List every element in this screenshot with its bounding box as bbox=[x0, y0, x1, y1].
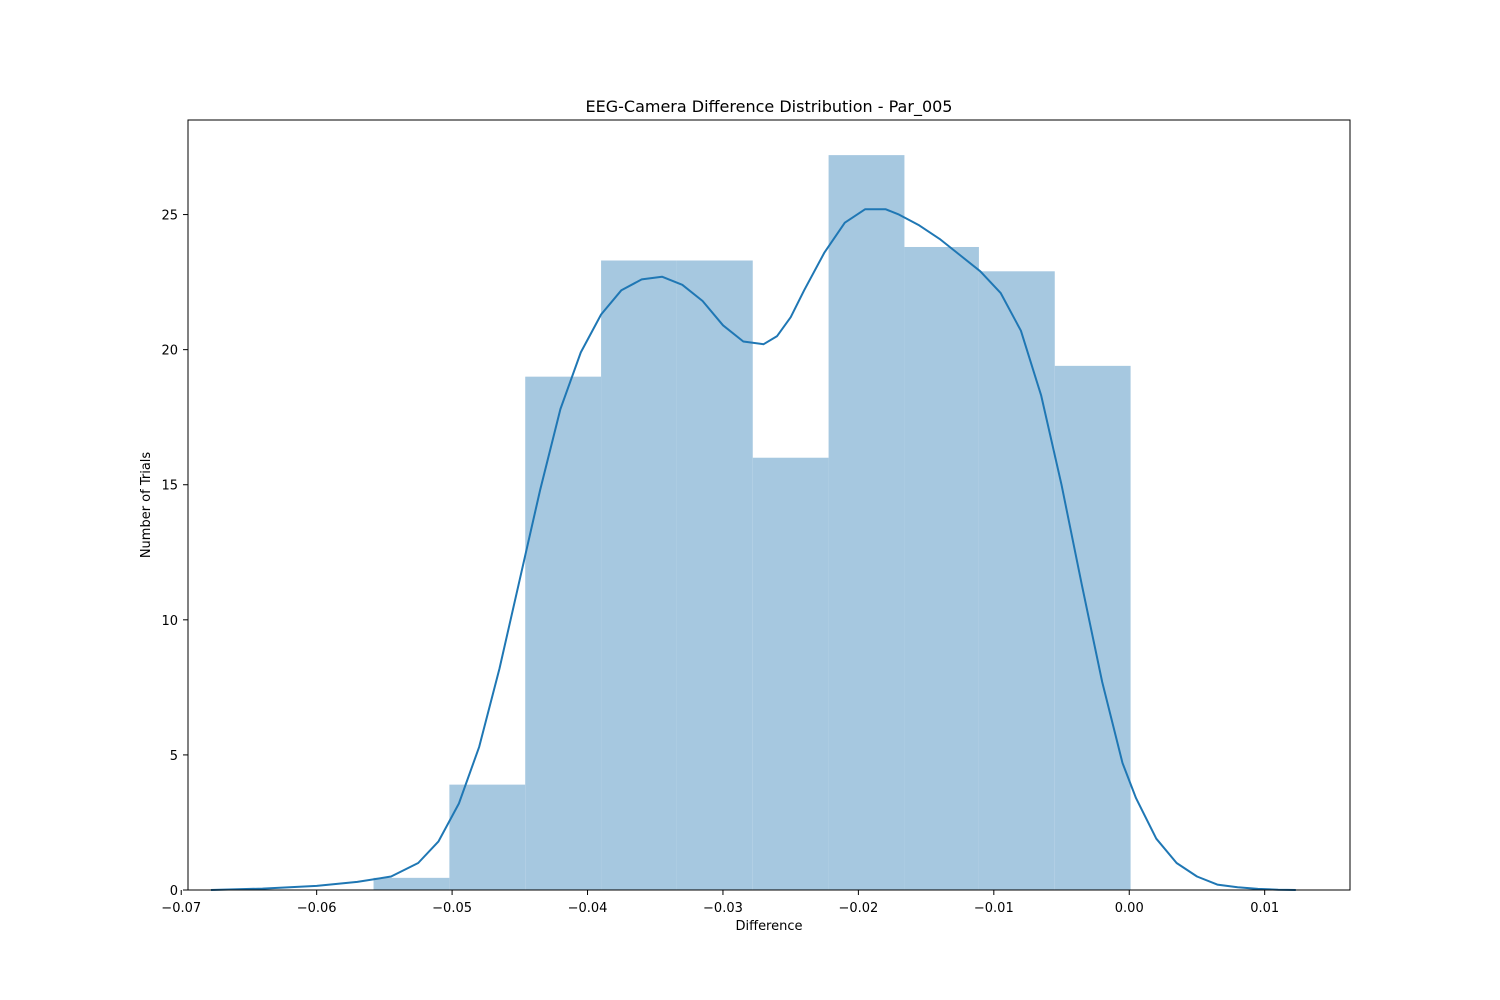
x-tick-label: −0.03 bbox=[703, 901, 743, 916]
x-tick-label: −0.05 bbox=[432, 901, 472, 916]
histogram-bar bbox=[904, 246, 979, 891]
histogram-bar bbox=[676, 260, 753, 891]
histogram-bar bbox=[525, 376, 602, 891]
y-tick-label: 10 bbox=[161, 614, 178, 629]
histogram-bar bbox=[978, 271, 1055, 891]
histogram-bar bbox=[828, 155, 905, 890]
x-tick-label: −0.04 bbox=[568, 901, 608, 916]
histogram-bar bbox=[373, 877, 450, 890]
kde-curve-group bbox=[210, 208, 1296, 891]
kde-line bbox=[210, 208, 1296, 891]
y-axis-ticks: 0 5 10 15 20 25 bbox=[161, 209, 188, 899]
histogram-bar bbox=[601, 260, 677, 891]
histogram-bar bbox=[752, 457, 829, 890]
x-tick-label: −0.07 bbox=[161, 901, 201, 916]
histogram-bars bbox=[373, 155, 1131, 891]
x-tick-label: −0.06 bbox=[297, 901, 337, 916]
x-axis-title: Difference bbox=[735, 919, 802, 934]
x-tick-label: −0.01 bbox=[974, 901, 1014, 916]
plot-frame bbox=[187, 119, 1351, 891]
chart-title: EEG-Camera Difference Distribution - Par… bbox=[586, 97, 953, 117]
x-tick-label: 0.01 bbox=[1250, 901, 1279, 916]
y-tick-label: 15 bbox=[161, 479, 178, 494]
y-axis-title: Number of Trials bbox=[139, 452, 154, 559]
histogram-bar bbox=[1054, 365, 1131, 891]
y-tick-label: 0 bbox=[170, 884, 178, 899]
x-tick-label: 0.00 bbox=[1115, 901, 1144, 916]
y-tick-label: 20 bbox=[161, 344, 178, 359]
x-tick-label: −0.02 bbox=[838, 901, 878, 916]
x-axis-ticks: −0.07 −0.06 −0.05 −0.04 −0.03 −0.02 −0.01 0.00 0… bbox=[161, 890, 1279, 916]
histogram-bar bbox=[449, 784, 526, 890]
y-tick-label: 5 bbox=[170, 749, 178, 764]
y-tick-label: 25 bbox=[161, 209, 178, 224]
